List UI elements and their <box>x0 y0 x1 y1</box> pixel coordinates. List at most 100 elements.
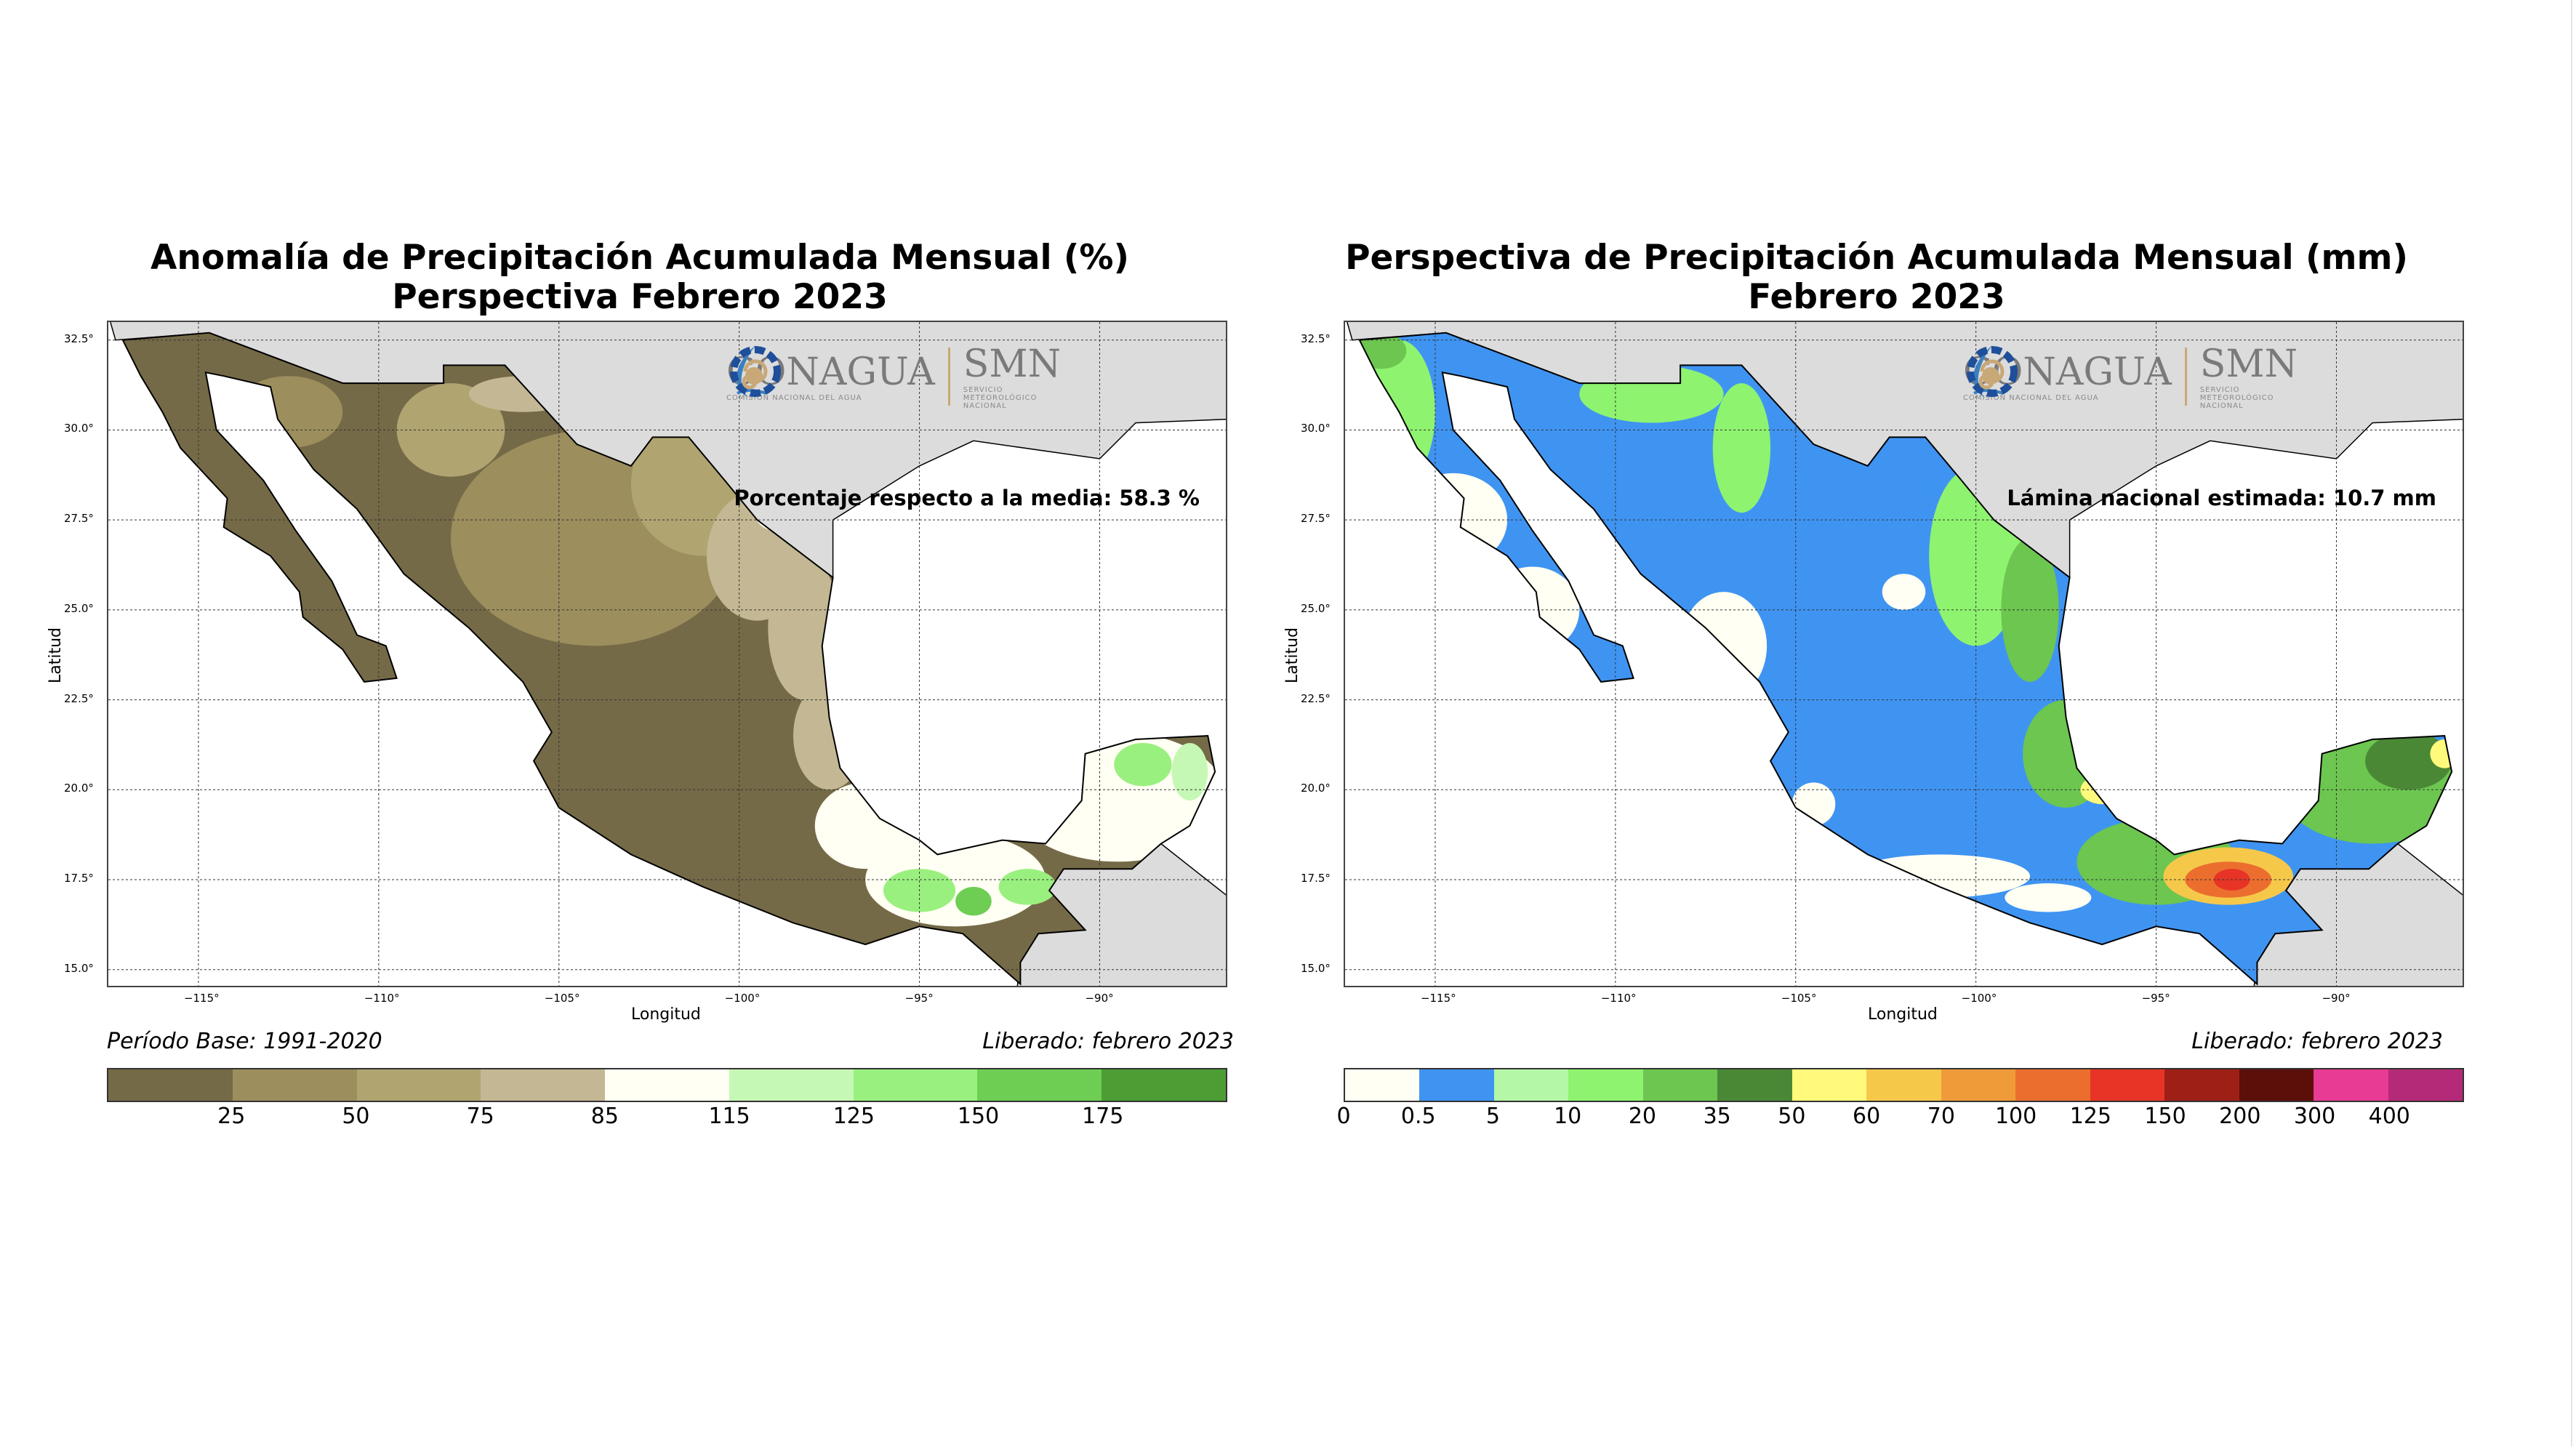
colorbar-segment <box>729 1069 854 1101</box>
lon-tick-label: −100° <box>1961 992 1997 1005</box>
colorbar-tick-label: 25 <box>217 1104 246 1129</box>
mexico-outline <box>121 332 1216 986</box>
anomaly-map-panel: Anomalía de Precipitación Acumulada Mens… <box>0 0 1280 1446</box>
precip-map: CONAGUA COMISIÓN NACIONAL DEL AGUA SMN SER… <box>1344 321 2464 987</box>
anomaly-map-title: Anomalía de Precipitación Acumulada Mens… <box>0 238 1280 317</box>
release-note: Liberado: febrero 2023 <box>2191 1029 2443 1054</box>
colorbar-tick-label: 50 <box>342 1104 370 1129</box>
y-axis-label: Latitud <box>47 627 65 683</box>
lon-tick-label: −105° <box>1781 992 1817 1005</box>
smn-subtext: SERVICIO METEOROLÓGICO NACIONAL <box>2199 386 2274 410</box>
logo-separator <box>947 347 950 406</box>
colorbar-segment <box>1791 1069 1867 1101</box>
colorbar-tick-label: 10 <box>1554 1104 1582 1129</box>
mexico-base-fill <box>1359 332 2452 984</box>
precip-map-title: Perspectiva de Precipitación Acumulada M… <box>1237 238 2516 317</box>
lat-tick-label: 30.0° <box>64 422 94 435</box>
title-line-1: Perspectiva de Precipitación Acumulada M… <box>1345 238 2408 278</box>
lon-tick-label: −100° <box>724 992 761 1005</box>
logo-separator <box>2184 347 2187 406</box>
lat-tick-label: 15.0° <box>64 961 94 975</box>
colorbar-tick-label: 0 <box>1336 1104 1351 1129</box>
field-contour <box>2005 883 2092 912</box>
smn-gear-icon <box>730 346 781 397</box>
colorbar-segment <box>108 1069 233 1101</box>
conagua-subtext: COMISIÓN NACIONAL DEL AGUA <box>726 394 862 402</box>
lon-tick-label: −90° <box>2322 992 2351 1005</box>
colorbar-segment <box>1345 1069 1420 1101</box>
x-axis-label: Longitud <box>631 1005 701 1024</box>
lat-tick-label: 25.0° <box>1301 601 1331 615</box>
colorbar-segment <box>605 1069 729 1101</box>
conagua-smn-logo: CONAGUA COMISIÓN NACIONAL DEL AGUA SMN SER… <box>1963 342 2298 410</box>
smn-text: SMN <box>963 342 1062 386</box>
field-contour <box>1114 742 1172 787</box>
precip-colorbar <box>1344 1068 2464 1102</box>
lat-tick-label: 27.5° <box>1301 512 1331 526</box>
colorbar-tick-label: 300 <box>2293 1104 2336 1129</box>
precip-map-panel: Perspectiva de Precipitación Acumulada M… <box>1237 0 2516 1446</box>
x-axis-label: Longitud <box>1868 1005 1938 1024</box>
conagua-subtext: COMISIÓN NACIONAL DEL AGUA <box>1963 394 2099 402</box>
lat-tick-label: 27.5° <box>64 512 94 526</box>
lat-tick-label: 30.0° <box>1301 422 1331 435</box>
map-canvas <box>1345 322 2463 986</box>
lon-tick-label: −95° <box>904 992 934 1005</box>
lon-tick-label: −110° <box>1600 992 1637 1005</box>
conagua-smn-logo: CONAGUA COMISIÓN NACIONAL DEL AGUA SMN SER… <box>726 342 1061 410</box>
colorbar-tick-label: 0.5 <box>1400 1104 1436 1129</box>
mexico-outline <box>1358 332 2453 986</box>
colorbar-segment <box>356 1069 481 1101</box>
colorbar-tick-label: 125 <box>832 1104 875 1129</box>
colorbar-segment <box>1642 1069 1718 1101</box>
colorbar-tick-label: 115 <box>708 1104 750 1129</box>
colorbar-tick-label: 50 <box>1778 1104 1806 1129</box>
map-summary-annotation: Lámina nacional estimada: 10.7 mm <box>2007 486 2436 510</box>
field-contour <box>1882 574 1926 610</box>
colorbar-tick-label: 175 <box>1082 1104 1124 1129</box>
smn-text: SMN <box>2199 342 2298 386</box>
colorbar-segment <box>481 1069 606 1101</box>
lon-tick-label: −115° <box>1420 992 1456 1005</box>
colorbar-segment <box>1419 1069 1494 1101</box>
map-canvas <box>108 322 1226 986</box>
colorbar-tick-label: 125 <box>2069 1104 2111 1129</box>
smn-subtext: SERVICIO METEOROLÓGICO NACIONAL <box>963 386 1038 410</box>
colorbar-tick-label: 200 <box>2219 1104 2261 1129</box>
field-contour <box>955 886 992 916</box>
mexico-base-fill <box>122 332 1216 984</box>
field-contour <box>234 376 343 449</box>
lon-tick-label: −115° <box>183 992 220 1005</box>
lat-tick-label: 17.5° <box>64 872 94 885</box>
title-line-1: Anomalía de Precipitación Acumulada Mens… <box>151 238 1129 278</box>
lon-tick-label: −110° <box>364 992 400 1005</box>
field-contour <box>998 869 1056 905</box>
lon-tick-label: −95° <box>2141 992 2170 1005</box>
colorbar-tick-label: 150 <box>957 1104 1000 1129</box>
colorbar-segment <box>1493 1069 1569 1101</box>
lon-tick-label: −105° <box>544 992 580 1005</box>
smn-gear-icon <box>1967 346 2018 397</box>
colorbar-segment <box>2164 1069 2239 1101</box>
lat-tick-label: 25.0° <box>64 601 94 615</box>
lat-tick-label: 22.5° <box>64 691 94 705</box>
base-period-note: Período Base: 1991-2020 <box>107 1029 382 1054</box>
colorbar-tick-label: 100 <box>1994 1104 2037 1129</box>
field-contour <box>2430 739 2452 768</box>
y-axis-label: Latitud <box>1283 627 1301 683</box>
window-edge <box>2571 0 2572 1446</box>
release-note: Liberado: febrero 2023 <box>982 1029 1234 1054</box>
field-contour <box>1171 742 1208 801</box>
field-contour <box>768 555 840 700</box>
colorbar-segment <box>2314 1069 2388 1101</box>
field-contour <box>1850 854 2031 898</box>
colorbar-segment <box>1102 1069 1227 1101</box>
field-contour <box>2365 732 2452 790</box>
lat-tick-label: 20.0° <box>64 782 94 795</box>
title-line-2: Febrero 2023 <box>1748 277 2005 317</box>
colorbar-tick-label: 60 <box>1853 1104 1881 1129</box>
colorbar-segment <box>977 1069 1102 1101</box>
colorbar-tick-label: 400 <box>2368 1104 2410 1129</box>
lat-tick-label: 20.0° <box>1301 782 1331 795</box>
colorbar-tick-label: 35 <box>1703 1104 1731 1129</box>
